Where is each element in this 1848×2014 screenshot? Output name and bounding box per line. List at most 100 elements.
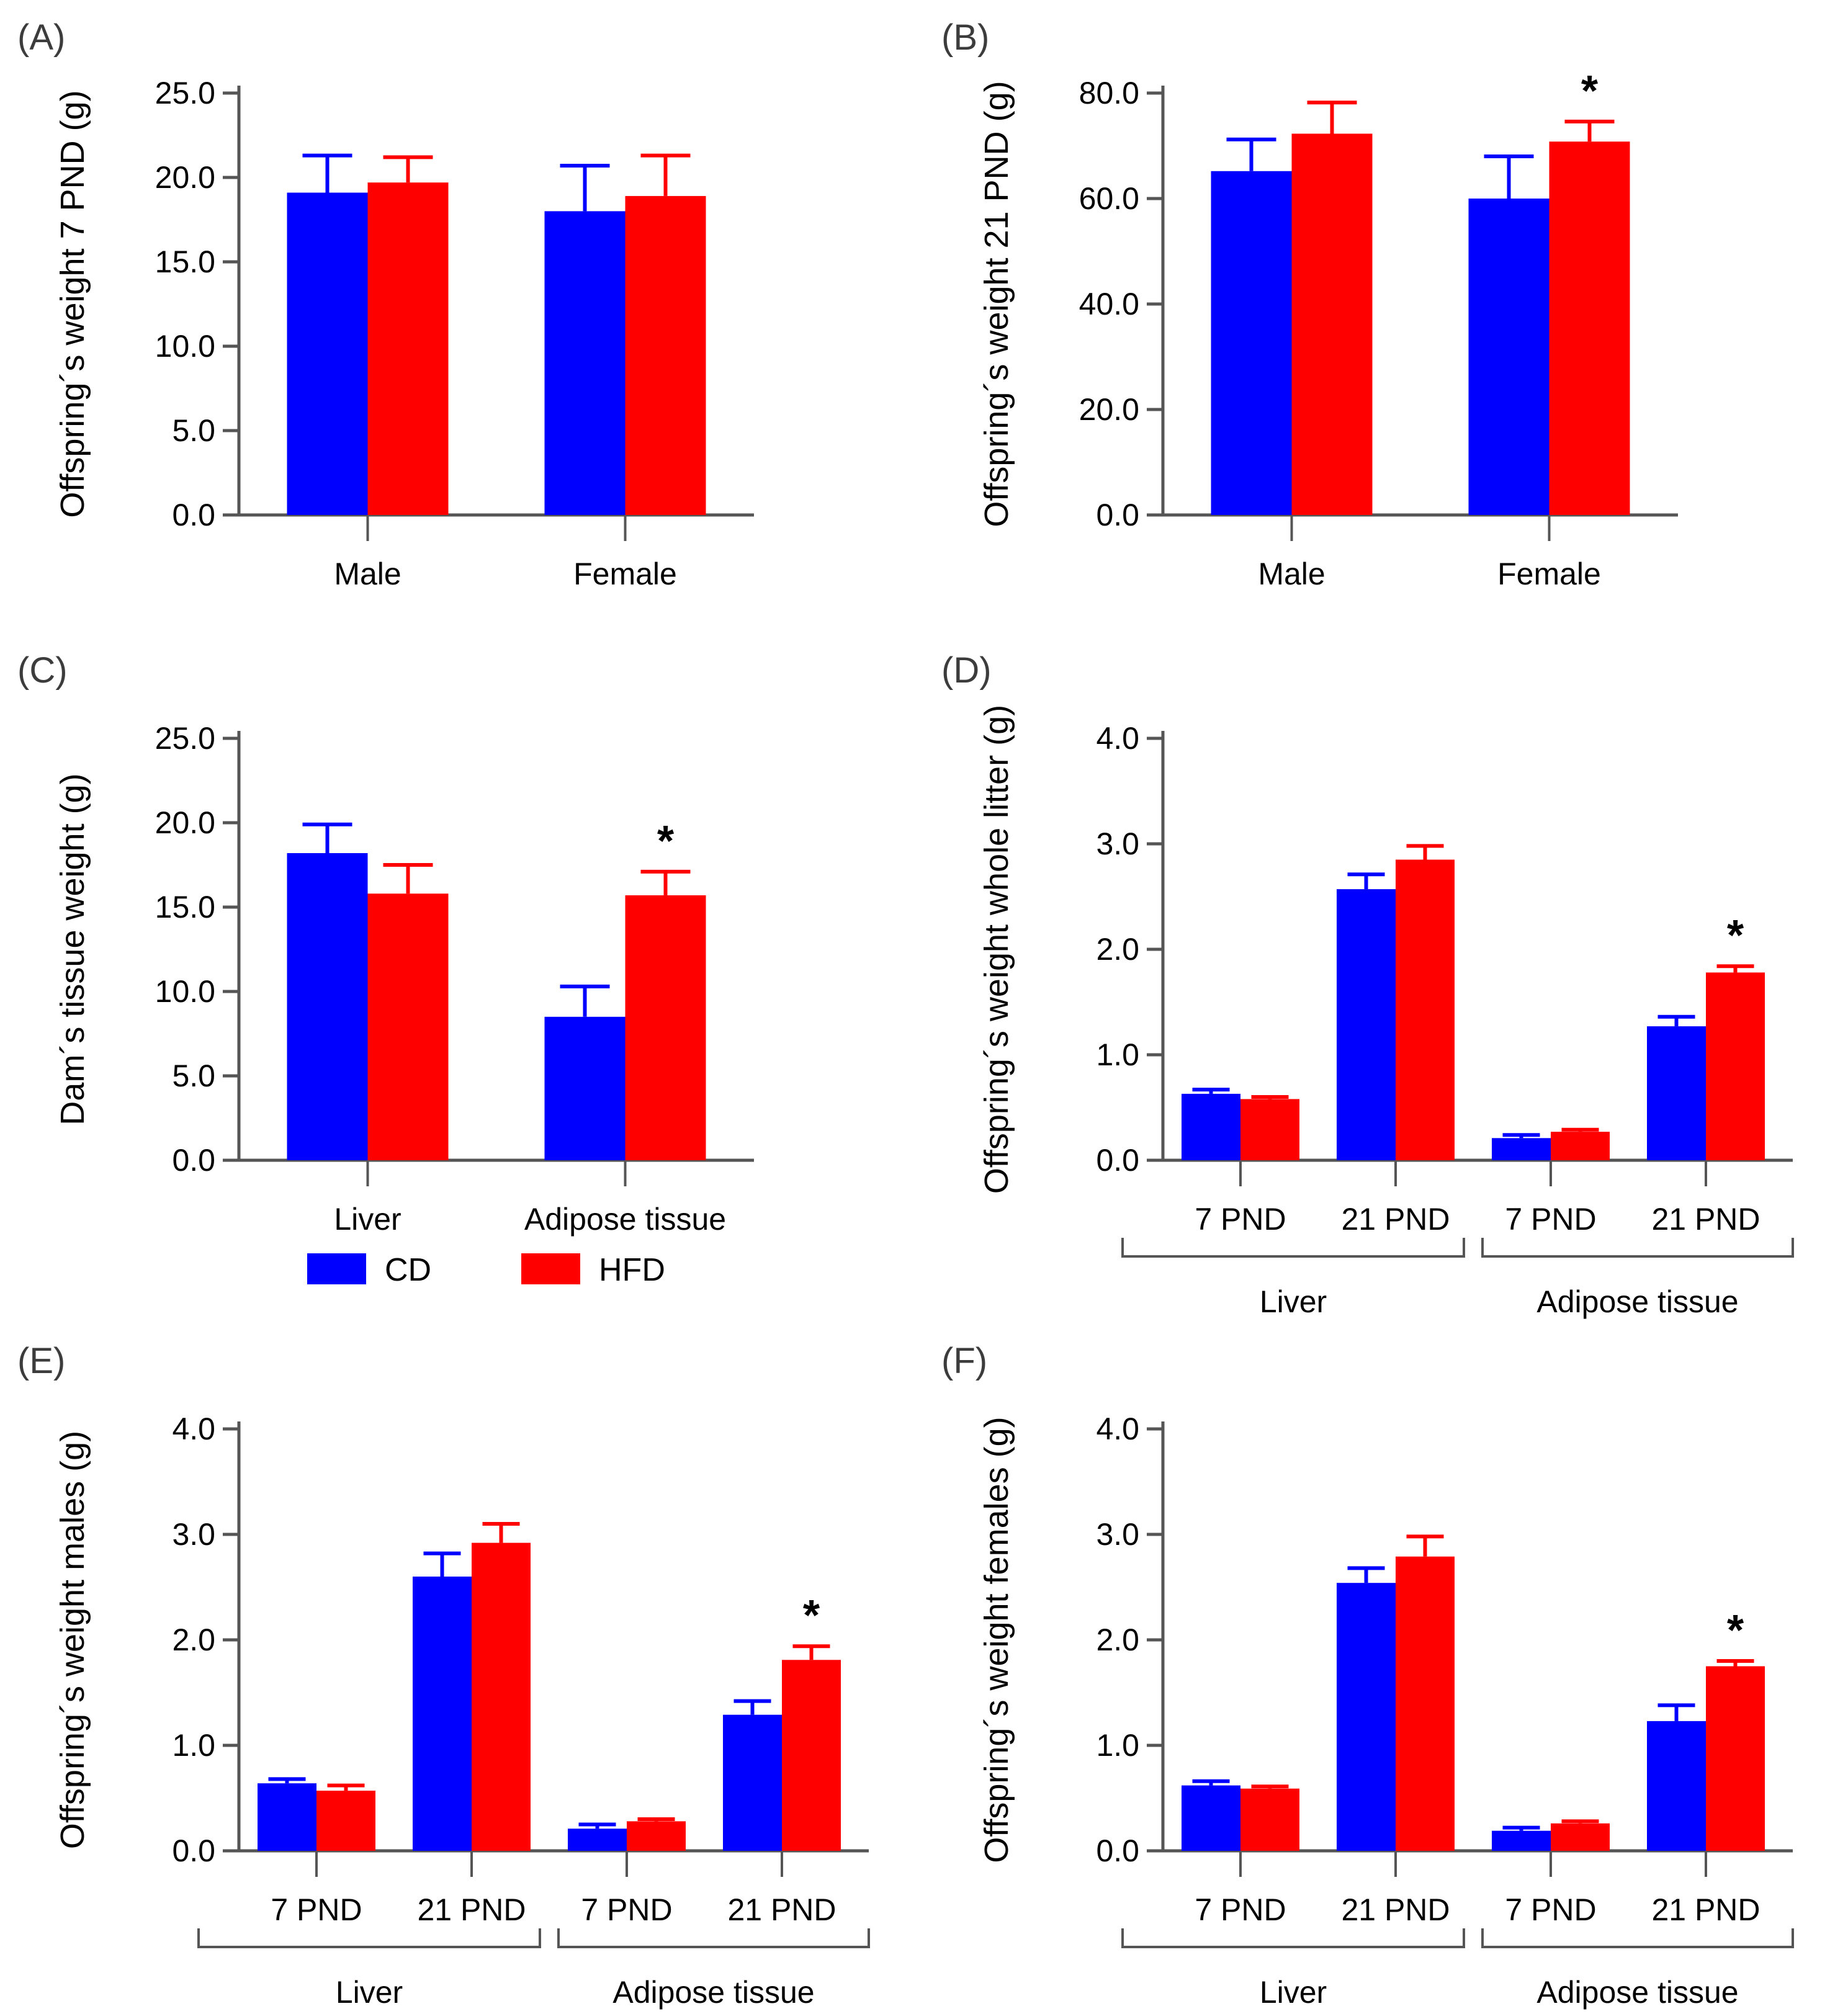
bar-CD-Male-0: [1211, 171, 1292, 515]
group-label: Liver: [1260, 1975, 1327, 2010]
bar-HFD-21-PND-3: [1706, 1666, 1765, 1851]
significance-star: *: [803, 1591, 820, 1639]
y-tick-label: 25.0: [155, 721, 215, 756]
x-tick-label: Female: [573, 557, 677, 591]
x-tick-label: 7 PND: [1505, 1892, 1596, 1927]
bar-HFD-7-PND-0: [316, 1791, 375, 1851]
y-tick-label: 3.0: [172, 1517, 215, 1552]
bar-HFD-21-PND-3: [782, 1660, 841, 1851]
panel-d: (D) 0.0 1.0 2.0 3.0 4.0 Offspring´s weight who…: [924, 633, 1848, 1323]
x-tick-label: 21 PND: [727, 1892, 836, 1927]
y-tick-label: 0.0: [1096, 1833, 1139, 1868]
y-tick-label: 4.0: [172, 1412, 215, 1446]
group-bracket: [197, 1928, 541, 1948]
x-tick-label: 21 PND: [1341, 1892, 1450, 1927]
y-tick-label: 80.0: [1079, 76, 1139, 110]
y-tick-label: 1.0: [1096, 1728, 1139, 1763]
panel-letter: (F): [941, 1341, 987, 1381]
bar-CD-7-PND-2: [568, 1828, 627, 1851]
group-bracket: [1121, 1238, 1465, 1258]
y-axis-title: Offspring´s weight males (g): [54, 1431, 91, 1849]
bar-CD-Female-1: [544, 211, 626, 515]
y-tick-label: 25.0: [155, 76, 215, 110]
bar-CD-7-PND-0: [258, 1783, 316, 1851]
y-axis-title: Dam´s tissue weight (g): [54, 773, 91, 1125]
chart-d: (D) 0.0 1.0 2.0 3.0 4.0 Offspring´s weight who…: [941, 650, 1794, 1319]
y-tick-label: 4.0: [1096, 1412, 1139, 1446]
x-tick-label: Female: [1497, 557, 1601, 591]
group-label: Liver: [1260, 1284, 1327, 1319]
x-tick-label: Liver: [334, 1202, 401, 1237]
x-tick-label: 21 PND: [1651, 1892, 1760, 1927]
chart-f: (F) 0.0 1.0 2.0 3.0 4.0 Offspring´s weight fem…: [941, 1341, 1794, 2010]
bar-HFD-21-PND-1: [472, 1542, 531, 1851]
chart-b: (B) 0.0 20.0 40.0 60.0 80.0 Offspring´s weight…: [941, 17, 1678, 591]
bar-HFD-Adipose-tissue-1: [625, 895, 706, 1160]
legend-swatch-CD: [307, 1253, 366, 1284]
legend-swatch-HFD: [521, 1253, 580, 1284]
y-tick-label: 3.0: [1096, 1517, 1139, 1552]
bar-CD-7-PND-0: [1182, 1093, 1240, 1160]
y-tick-label: 0.0: [172, 1143, 215, 1178]
y-tick-label: 20.0: [155, 805, 215, 840]
group-bracket: [1121, 1928, 1465, 1948]
group-label: Adipose tissue: [1536, 1284, 1738, 1319]
y-tick-label: 20.0: [155, 160, 215, 195]
y-axis-title: Offspring´s weight 7 PND (g): [54, 90, 91, 517]
y-tick-label: 5.0: [172, 413, 215, 448]
y-tick-label: 0.0: [1096, 498, 1139, 532]
panel-letter: (B): [941, 17, 989, 58]
significance-star: *: [657, 817, 675, 865]
bar-CD-21-PND-1: [1337, 1583, 1396, 1851]
y-tick-label: 20.0: [1079, 392, 1139, 427]
x-tick-label: 21 PND: [1341, 1202, 1450, 1237]
bar-HFD-7-PND-2: [1551, 1823, 1610, 1851]
bar-CD-Female-1: [1468, 199, 1550, 515]
x-tick-label: 21 PND: [1651, 1202, 1760, 1237]
x-tick-label: Male: [1258, 557, 1325, 591]
bar-CD-7-PND-2: [1492, 1830, 1551, 1851]
panel-letter: (D): [941, 650, 992, 691]
significance-star: *: [1727, 1606, 1744, 1654]
x-tick-label: 21 PND: [417, 1892, 526, 1927]
bar-HFD-Male-0: [1291, 133, 1373, 515]
x-tick-label: Male: [334, 557, 401, 591]
bar-CD-21-PND-3: [1647, 1721, 1706, 1851]
bar-HFD-7-PND-2: [627, 1821, 686, 1851]
x-tick-label: Adipose tissue: [524, 1202, 726, 1237]
y-tick-label: 15.0: [155, 890, 215, 924]
y-tick-label: 1.0: [1096, 1037, 1139, 1072]
y-tick-label: 4.0: [1096, 721, 1139, 756]
panel-f: (F) 0.0 1.0 2.0 3.0 4.0 Offspring´s weight fem…: [924, 1323, 1848, 2014]
y-tick-label: 2.0: [1096, 932, 1139, 967]
y-tick-label: 1.0: [172, 1728, 215, 1763]
significance-star: *: [1727, 911, 1744, 959]
x-tick-label: 7 PND: [271, 1892, 362, 1927]
bar-CD-21-PND-1: [1337, 889, 1396, 1160]
bar-HFD-Female-1: [1549, 141, 1630, 515]
y-tick-label: 2.0: [1096, 1622, 1139, 1657]
panel-e: (E) 0.0 1.0 2.0 3.0 4.0 Offspring´s weight mal…: [0, 1323, 924, 2014]
y-tick-label: 3.0: [1096, 826, 1139, 861]
bar-HFD-21-PND-1: [1396, 859, 1455, 1160]
panel-b: (B) 0.0 20.0 40.0 60.0 80.0 Offspring´s weight…: [924, 0, 1848, 633]
significance-star: *: [1581, 66, 1599, 115]
y-tick-label: 60.0: [1079, 181, 1139, 216]
group-bracket: [1481, 1238, 1794, 1258]
panel-letter: (A): [17, 17, 65, 58]
bar-HFD-Male-0: [367, 182, 449, 515]
y-axis-title: Offspring´s weight females (g): [978, 1417, 1015, 1863]
bar-HFD-7-PND-0: [1240, 1099, 1299, 1160]
bar-HFD-Liver-0: [367, 893, 449, 1160]
x-tick-label: 7 PND: [1195, 1202, 1286, 1237]
y-tick-label: 0.0: [172, 1833, 215, 1868]
bar-HFD-21-PND-1: [1396, 1556, 1455, 1851]
bar-CD-21-PND-3: [1647, 1026, 1706, 1160]
bar-CD-21-PND-1: [413, 1577, 472, 1851]
chart-e: (E) 0.0 1.0 2.0 3.0 4.0 Offspring´s weight mal…: [17, 1341, 870, 2010]
bar-CD-Male-0: [287, 192, 368, 516]
bar-HFD-21-PND-3: [1706, 972, 1765, 1160]
bar-CD-Liver-0: [287, 853, 368, 1160]
x-tick-label: 7 PND: [581, 1892, 672, 1927]
